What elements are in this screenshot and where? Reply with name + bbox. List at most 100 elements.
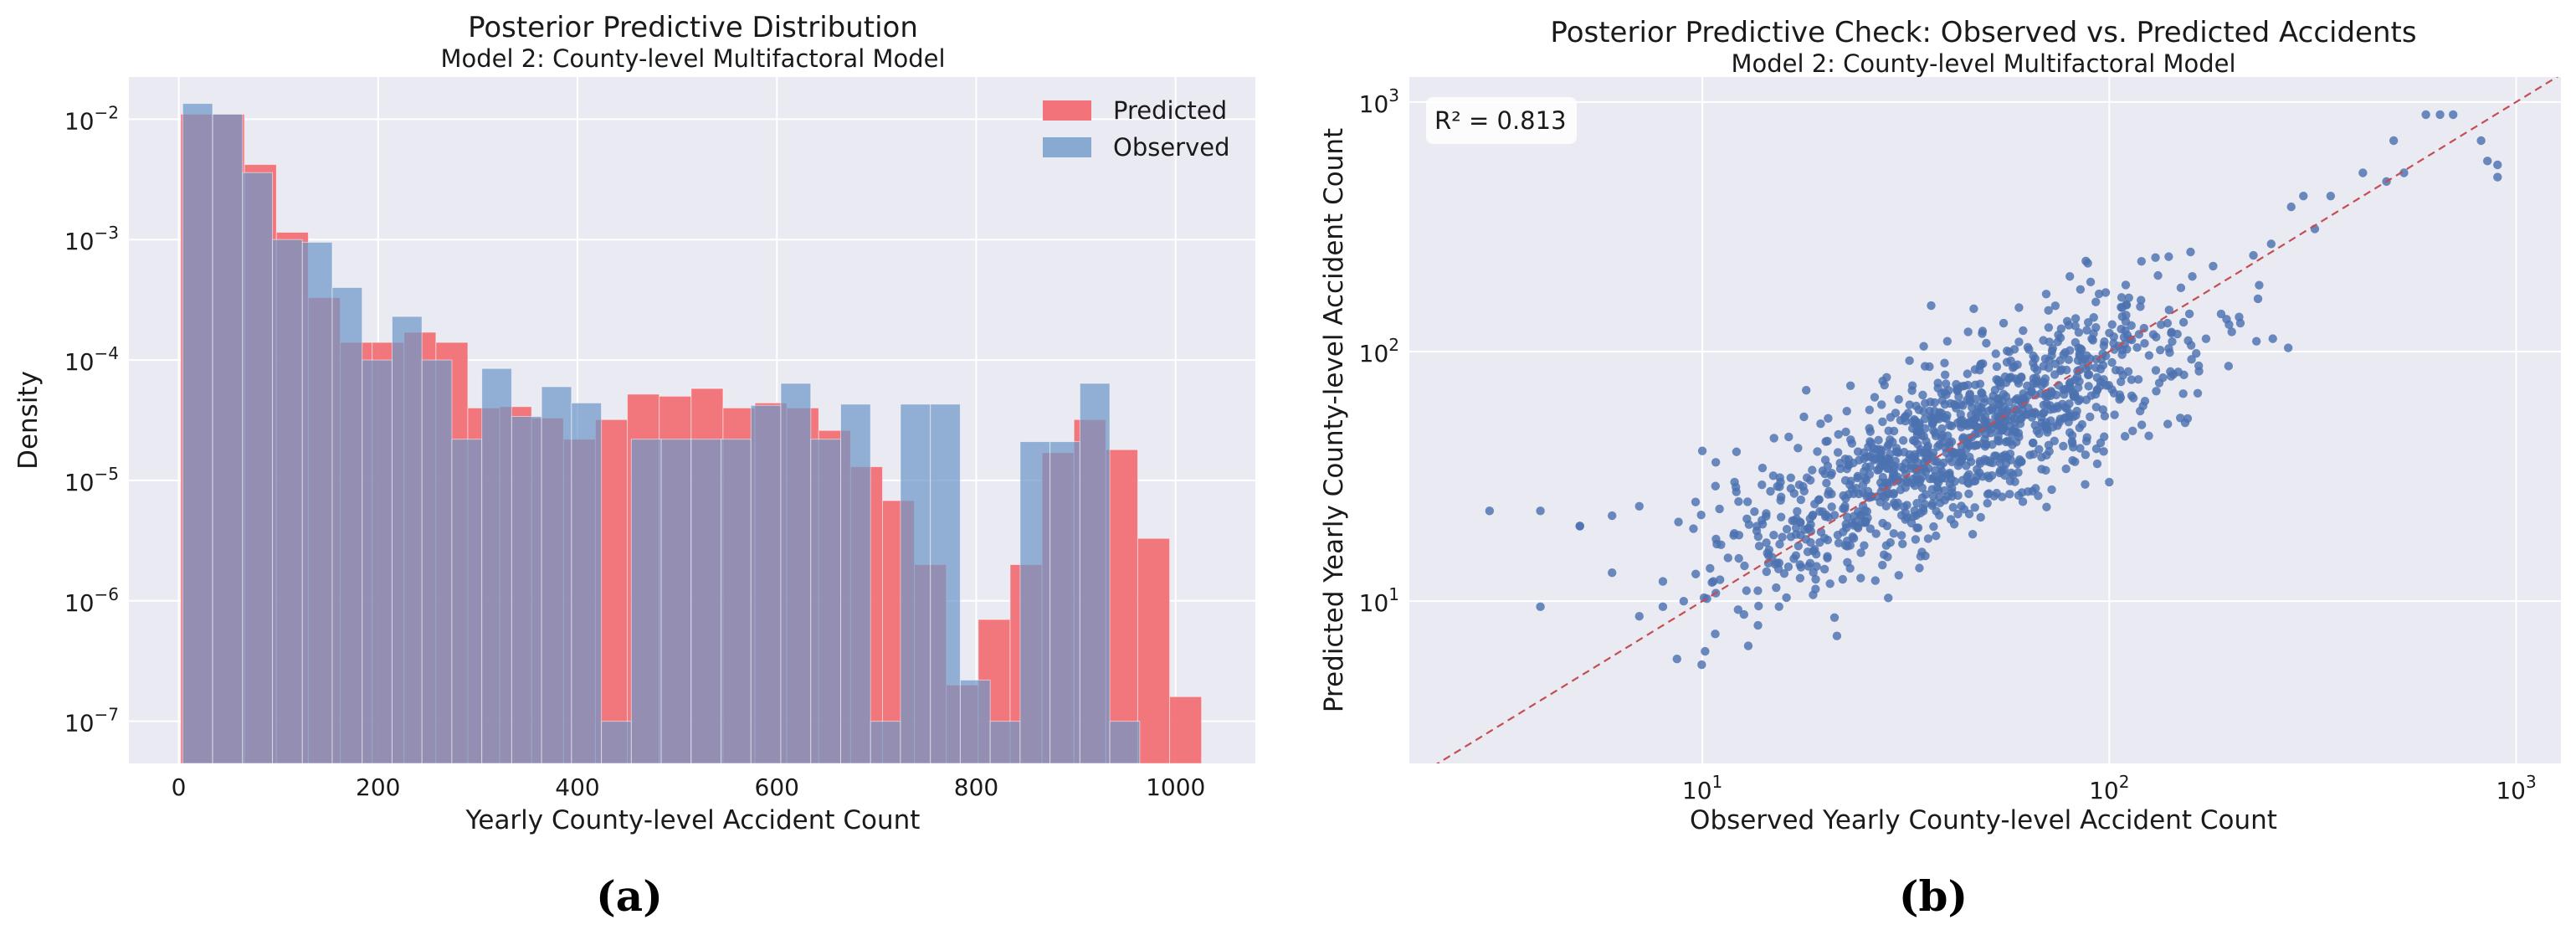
scatter-panel: Posterior Predictive Check: Observed vs.…	[1319, 16, 2561, 921]
hist-x-label: Yearly County-level Accident Count	[465, 805, 921, 835]
scatter-point	[2107, 385, 2117, 394]
scatter-point	[2144, 431, 2153, 440]
scatter-point	[2065, 272, 2075, 281]
scatter-point	[2013, 376, 2023, 385]
hist-bar-observed	[212, 113, 244, 764]
hist-bar-observed	[810, 439, 841, 764]
scatter-point	[1994, 399, 2003, 409]
scatter-point	[2268, 334, 2277, 343]
scatter-point	[1970, 503, 1979, 512]
scatter-point	[1891, 408, 1901, 418]
scatter-point	[2071, 411, 2081, 420]
scatter-point	[2151, 253, 2160, 262]
scatter-point	[2060, 389, 2069, 399]
scatter-point	[1536, 602, 1545, 612]
scatter-point	[2128, 393, 2138, 403]
scatter-point	[1921, 467, 1931, 476]
scatter-point	[2448, 110, 2458, 120]
scatter-point	[1734, 496, 1743, 506]
scatter-point	[2178, 317, 2189, 327]
scatter-point	[2120, 339, 2129, 349]
scatter-point	[2136, 302, 2145, 311]
scatter-point	[1711, 481, 1720, 491]
scatter-point	[1731, 482, 1741, 492]
scatter-point	[1877, 400, 1886, 409]
scatter-point	[1963, 421, 1973, 431]
scatter-point	[2056, 324, 2066, 333]
scatter-point	[1866, 491, 1876, 501]
scatter-point	[1956, 409, 1965, 419]
scatter-point	[2164, 306, 2174, 315]
scatter-point	[2081, 395, 2091, 404]
scatter-title: Posterior Predictive Check: Observed vs.…	[1550, 16, 2416, 49]
scatter-point	[1783, 562, 1793, 572]
scatter-point	[1634, 501, 1644, 511]
scatter-point	[1793, 506, 1802, 516]
scatter-point	[1819, 564, 1829, 574]
scatter-point	[1823, 552, 1832, 561]
scatter-point	[2193, 388, 2203, 398]
scatter-point	[1853, 447, 1863, 456]
scatter-point	[2071, 321, 2080, 331]
scatter-point	[1697, 660, 1706, 670]
scatter-point	[1889, 490, 1898, 499]
hist-bar-observed	[780, 383, 812, 764]
scatter-point	[1970, 476, 1980, 486]
scatter-point	[1742, 514, 1752, 524]
scatter-point	[1849, 489, 1859, 499]
scatter-point	[2091, 403, 2101, 412]
scatter-point	[2067, 436, 2076, 446]
legend-predicted-swatch	[1043, 100, 1091, 121]
scatter-point	[2039, 336, 2048, 345]
scatter-point	[1931, 431, 1941, 441]
scatter-point	[1919, 407, 1928, 416]
scatter-y-tick-label: 103	[1359, 85, 1399, 118]
scatter-point	[1930, 465, 1940, 475]
scatter-point	[1815, 506, 1824, 516]
scatter-point	[2035, 429, 2044, 439]
scatter-point	[1896, 477, 1905, 487]
scatter-point	[2117, 302, 2126, 312]
scatter-point	[1906, 461, 1917, 470]
scatter-point	[1856, 548, 1865, 557]
scatter-point	[1732, 447, 1742, 456]
scatter-point	[1804, 562, 1814, 571]
hist-bar-observed	[421, 359, 453, 764]
scatter-x-ticks: 101 102 103	[1682, 772, 2537, 804]
scatter-point	[1776, 496, 1785, 505]
scatter-point	[1901, 470, 1911, 479]
scatter-point	[1840, 504, 1850, 513]
hist-bar-observed	[1109, 721, 1141, 764]
scatter-point	[1983, 471, 1993, 480]
scatter-point	[1976, 361, 1985, 370]
hist-legend: Predicted Observed	[1043, 96, 1230, 162]
scatter-point	[1753, 532, 1763, 542]
scatter-point	[1696, 510, 1706, 520]
scatter-point	[2286, 202, 2296, 212]
scatter-point	[1910, 480, 1920, 491]
scatter-point	[1795, 573, 1805, 583]
scatter-point	[2209, 261, 2218, 271]
hist-bar-observed	[721, 439, 752, 764]
hist-bar-predicted	[1137, 537, 1171, 764]
hist-bar-observed	[750, 404, 782, 764]
scatter-point	[1958, 401, 1968, 410]
scatter-point	[2164, 344, 2173, 353]
scatter-point	[1796, 563, 1806, 572]
scatter-point	[2148, 330, 2158, 339]
hist-y-tick-label: 10−3	[64, 223, 119, 255]
scatter-point	[1805, 475, 1815, 485]
hist-y-tick-label: 10−4	[64, 343, 119, 376]
scatter-point	[1715, 575, 1725, 584]
scatter-point	[2127, 375, 2137, 384]
scatter-point	[1821, 437, 1830, 446]
scatter-point	[1866, 439, 1876, 448]
scatter-point	[2014, 468, 2023, 477]
hist-bar-observed	[182, 103, 213, 764]
scatter-point	[2110, 410, 2119, 419]
scatter-point	[1926, 397, 1935, 407]
scatter-point	[1910, 450, 1919, 460]
scatter-point	[1963, 369, 1973, 378]
scatter-point	[1575, 522, 1584, 531]
scatter-point	[2006, 455, 2015, 465]
